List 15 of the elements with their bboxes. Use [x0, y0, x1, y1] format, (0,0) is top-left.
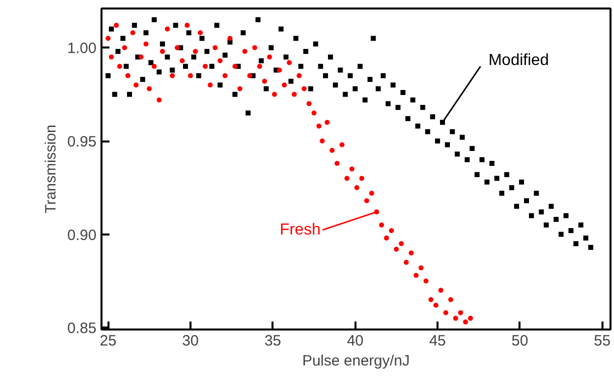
x-tick-label: 45 — [429, 332, 446, 350]
x-tick-label: 55 — [594, 332, 611, 350]
y-tick-label: 0.95 — [67, 134, 97, 151]
x-axis-title: Pulse energy/nJ — [302, 352, 410, 370]
x-tick-label: 35 — [264, 332, 282, 350]
x-tick-label: 25 — [100, 332, 116, 350]
x-tick-label: 40 — [346, 332, 364, 350]
y-axis-title: Transmission — [42, 124, 60, 214]
annotation: Fresh — [280, 221, 321, 238]
y-tick-label: 0.85 — [67, 320, 97, 338]
y-tick-label: 0.90 — [67, 226, 97, 244]
x-tick-label: 50 — [512, 332, 528, 350]
annotation: Modified — [488, 52, 549, 69]
x-tick-label: 30 — [182, 332, 199, 350]
y-tick-label: 1.00 — [67, 40, 97, 58]
